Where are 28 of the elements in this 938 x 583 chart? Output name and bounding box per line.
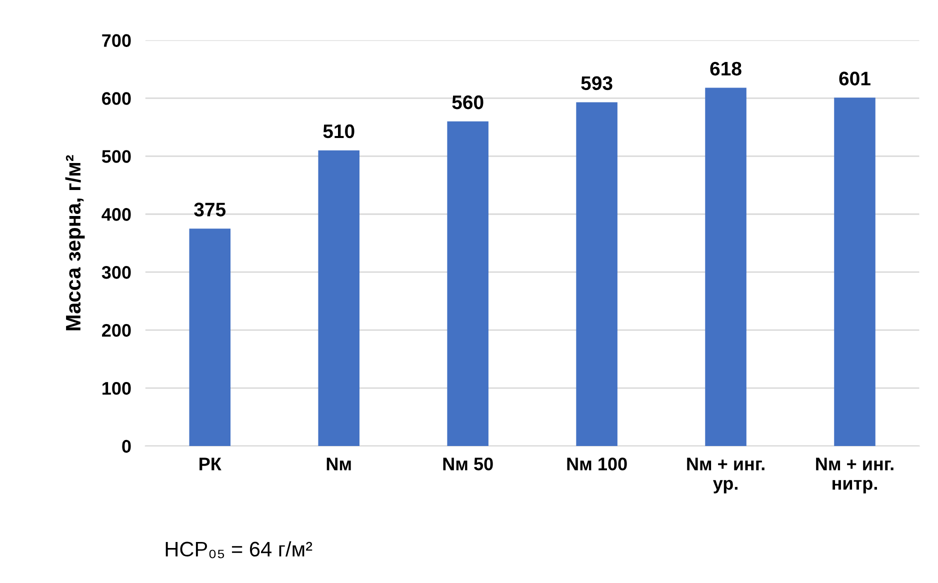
y-tick-label: 500	[102, 150, 131, 163]
x-tick-label: Nм 50	[443, 458, 493, 470]
y-tick-label: 600	[102, 92, 131, 105]
data-label: 510	[323, 124, 354, 138]
x-tick-label: Nм + инг. ур.	[687, 458, 764, 494]
x-tick-label: Nм + инг. нитр.	[816, 458, 894, 494]
y-tick-label: 0	[122, 440, 131, 453]
y-tick-label: 400	[102, 208, 131, 221]
bar	[834, 98, 876, 446]
data-label: 375	[194, 202, 226, 216]
y-tick-label: 100	[102, 382, 131, 395]
bar	[705, 88, 746, 446]
y-tick-label: 700	[102, 34, 131, 47]
bar	[189, 228, 231, 446]
data-label: 560	[452, 95, 484, 110]
x-tick-label: Nм	[326, 458, 351, 470]
y-tick-label: 200	[102, 324, 131, 337]
y-tick-label: 300	[102, 266, 131, 279]
data-label: 593	[581, 76, 612, 90]
y-axis-title: Масса зерна, г/м²	[65, 155, 85, 330]
x-tick-label: Nм 100	[567, 458, 627, 470]
bar	[318, 150, 360, 446]
text: НСР₀₅ = 64 г/м²	[166, 541, 312, 558]
data-label: 618	[710, 62, 742, 76]
bar	[576, 102, 618, 446]
x-tick-label: РК	[200, 458, 222, 470]
data-label: 601	[839, 72, 870, 86]
bar	[447, 121, 488, 446]
